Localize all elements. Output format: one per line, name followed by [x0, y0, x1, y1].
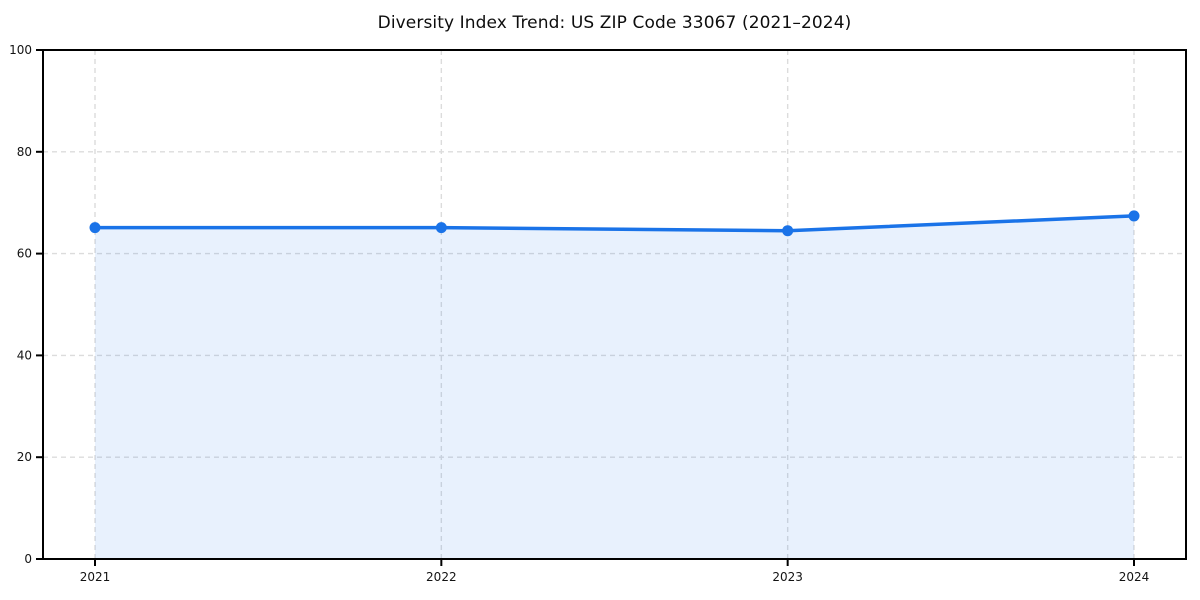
data-point-marker [782, 225, 794, 237]
x-tick-label: 2022 [426, 570, 457, 584]
y-tick-label: 100 [9, 43, 32, 57]
chart-title: Diversity Index Trend: US ZIP Code 33067… [377, 13, 852, 33]
plot-border [42, 49, 1187, 560]
y-tick-label: 0 [24, 552, 32, 566]
data-point-marker [1128, 210, 1140, 222]
y-tick-label: 80 [17, 145, 32, 159]
x-tick-label: 2024 [1119, 570, 1150, 584]
data-point-marker [435, 222, 447, 234]
trend-line [93, 214, 1136, 233]
y-tick-label: 20 [17, 450, 32, 464]
data-point-marker [89, 222, 101, 234]
y-tick-label: 60 [17, 247, 32, 261]
x-tick-label: 2021 [80, 570, 111, 584]
y-tick-label: 40 [17, 348, 32, 362]
x-tick-label: 2023 [772, 570, 803, 584]
area-fill [95, 215, 1134, 559]
